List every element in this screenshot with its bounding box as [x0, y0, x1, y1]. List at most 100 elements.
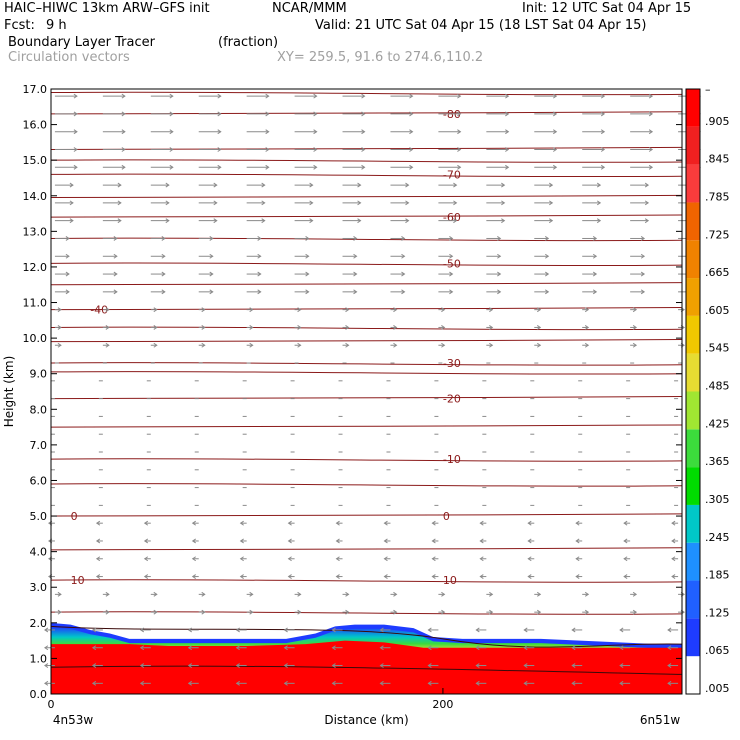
vector-arrowhead: [201, 342, 206, 348]
y-tick-label: 10.0: [23, 332, 48, 345]
vector-arrowhead: [623, 520, 628, 526]
vector-arrowhead: [73, 164, 78, 170]
vector-arrowhead: [91, 663, 97, 668]
x-right-endpoint: 6n51w: [640, 713, 681, 727]
vector-arrowhead: [297, 307, 302, 313]
vector-arrowhead: [575, 574, 580, 579]
temperature-contour-line: [50, 214, 683, 218]
colorbar-label: .365: [705, 455, 730, 468]
colorbar-swatch: [686, 353, 700, 392]
contour-label: -10: [443, 453, 461, 466]
vector-arrowhead: [249, 609, 254, 615]
vector-arrowhead: [65, 289, 70, 295]
vector-arrowhead: [648, 111, 654, 117]
vector-arrowhead: [427, 680, 432, 686]
vector-arrowhead: [536, 342, 542, 348]
vector-arrowhead: [161, 271, 166, 277]
y-tick-label: 11.0: [23, 297, 48, 310]
vector-arrowhead: [91, 627, 97, 633]
y-tick-label: 9.0: [30, 368, 48, 381]
vector-arrowhead: [401, 271, 406, 277]
vector-arrowhead: [383, 556, 388, 562]
vector-arrowhead: [297, 609, 302, 615]
colorbar-label: .425: [705, 417, 730, 430]
plot-frame: [50, 88, 683, 695]
vector-arrowhead: [161, 236, 166, 241]
vector-arrowhead: [297, 342, 302, 348]
vector-arrowhead: [453, 200, 458, 206]
vector-arrowhead: [479, 556, 484, 562]
vector-arrowhead: [475, 663, 480, 668]
vector-arrowhead: [623, 538, 628, 544]
vector-arrowhead: [209, 289, 214, 295]
vector-arrowhead: [523, 627, 528, 633]
vector-arrowhead: [632, 609, 638, 615]
vector-arrowhead: [667, 627, 672, 633]
vector-arrowhead: [283, 663, 288, 668]
temperature-contour-line: [50, 611, 683, 615]
vector-arrowhead: [640, 271, 646, 277]
vector-arrowhead: [213, 200, 218, 206]
vector-arrowhead: [235, 680, 240, 686]
vector-arrowhead: [431, 538, 436, 544]
contour-label: -50: [443, 257, 461, 270]
colorbar-label: .845: [705, 153, 730, 166]
init-time: Init: 12 UTC Sat 04 Apr 15: [522, 1, 692, 16]
vector-arrowhead: [201, 609, 206, 615]
vector-arrowhead: [165, 200, 170, 206]
vector-arrowhead: [353, 289, 358, 295]
vector-arrowhead: [287, 556, 292, 562]
colorbar-label: .905: [705, 115, 730, 128]
y-tick-label: 4.0: [30, 546, 48, 559]
temperature-contour-line: [50, 339, 683, 343]
vector-arrowhead: [201, 325, 206, 330]
vector-arrowhead: [596, 182, 602, 188]
vector-arrowhead: [671, 556, 676, 562]
vector-arrowhead: [383, 574, 388, 579]
x-left-endpoint: 4n53w: [53, 713, 94, 727]
vector-arrowhead: [69, 182, 74, 188]
y-tick-label: 0.0: [30, 688, 48, 701]
vector-arrowhead: [536, 307, 542, 313]
vector-arrowhead: [501, 218, 506, 224]
vector-arrowhead: [600, 129, 606, 135]
vector-arrowhead: [379, 627, 384, 633]
vector-arrowhead: [69, 218, 74, 224]
vector-arrowhead: [191, 520, 197, 526]
vector-arrowhead: [44, 645, 49, 651]
vector-arrowhead: [527, 574, 532, 579]
vector-arrowhead: [95, 538, 101, 544]
vector-arrowhead: [571, 627, 576, 633]
vector-arrowhead: [401, 289, 406, 295]
vector-arrowhead: [139, 645, 145, 651]
vector-arrowhead: [91, 645, 97, 651]
vector-arrowhead: [257, 271, 262, 277]
vector-arrowhead: [335, 574, 340, 579]
vector-arrowhead: [217, 111, 222, 117]
y-tick-label: 6.0: [30, 474, 48, 487]
vector-arrowhead: [331, 627, 336, 633]
vector-arrowhead: [65, 271, 70, 277]
vector-arrowhead: [441, 307, 446, 313]
vector-arrowhead: [57, 325, 62, 330]
vector-arrowhead: [632, 325, 638, 330]
vector-arrowhead: [409, 111, 414, 117]
vector-arrowhead: [667, 680, 672, 686]
vector-arrowhead: [239, 574, 244, 579]
vector-arrowhead: [265, 129, 270, 135]
vector-arrowhead: [57, 609, 62, 615]
vector-arrowhead: [575, 520, 580, 526]
colorbar-label: .305: [705, 493, 730, 506]
contour-label: 10: [71, 574, 85, 587]
x-tick-label: 200: [432, 698, 453, 711]
vector-arrowhead: [335, 556, 340, 562]
vector-arrowhead: [544, 289, 550, 295]
vector-arrowhead: [353, 236, 358, 241]
vector-arrowhead: [505, 111, 510, 117]
vector-arrowhead: [527, 520, 532, 526]
vector-arrowhead: [600, 111, 606, 117]
vector-arrowhead: [505, 164, 510, 170]
vector-arrowhead: [632, 307, 638, 313]
vector-arrowhead: [489, 591, 494, 597]
